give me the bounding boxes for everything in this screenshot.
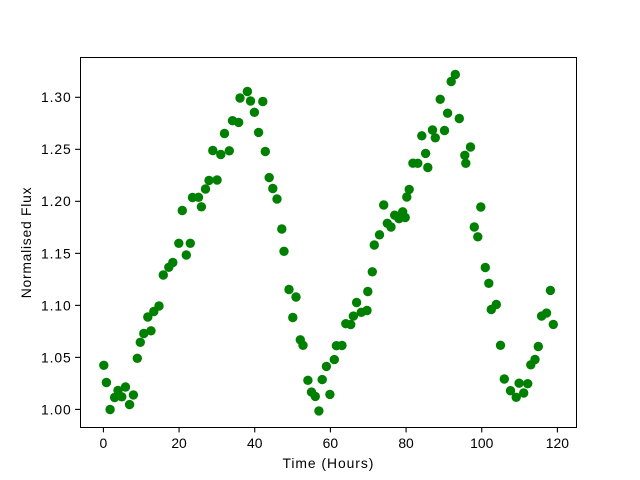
svg-text:1.00: 1.00 xyxy=(41,401,72,417)
svg-text:80: 80 xyxy=(398,435,414,451)
svg-text:40: 40 xyxy=(247,435,263,451)
svg-text:1.10: 1.10 xyxy=(41,297,72,313)
svg-text:1.20: 1.20 xyxy=(41,193,72,209)
svg-text:60: 60 xyxy=(323,435,339,451)
svg-text:120: 120 xyxy=(546,435,569,451)
svg-text:Time (Hours): Time (Hours) xyxy=(282,455,374,471)
svg-text:1.05: 1.05 xyxy=(41,349,72,365)
svg-text:Normalised Flux: Normalised Flux xyxy=(18,187,34,299)
svg-text:1.30: 1.30 xyxy=(41,89,72,105)
svg-text:100: 100 xyxy=(470,435,493,451)
svg-text:0: 0 xyxy=(100,435,108,451)
svg-text:20: 20 xyxy=(171,435,187,451)
svg-text:1.25: 1.25 xyxy=(41,141,72,157)
svg-text:1.15: 1.15 xyxy=(41,245,72,261)
